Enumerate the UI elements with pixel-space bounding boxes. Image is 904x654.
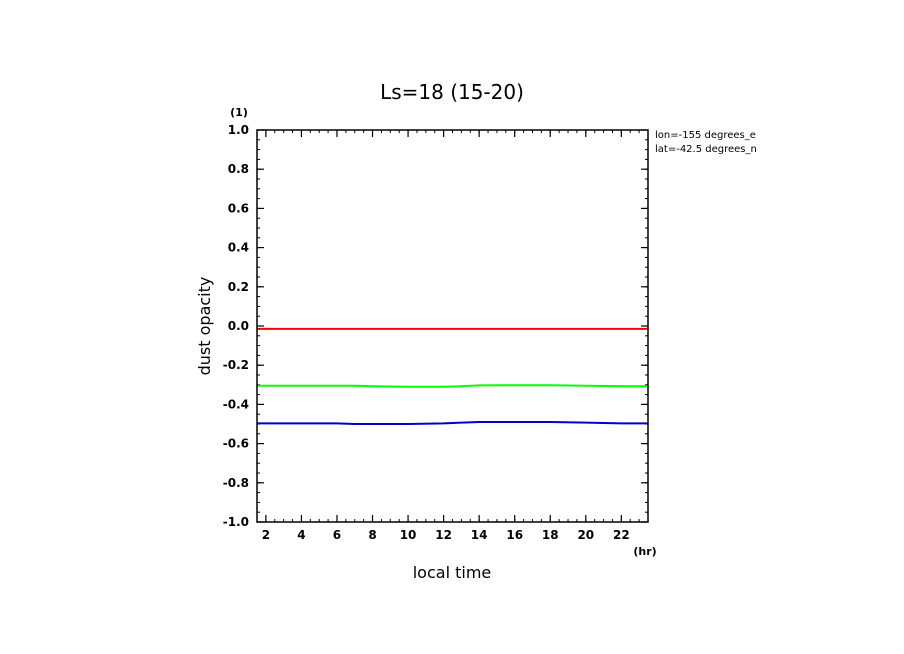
x-tick-label: 14	[471, 528, 488, 542]
y-tick-label: -0.8	[223, 476, 249, 490]
lon-annotation: lon=-155 degrees_e	[655, 130, 756, 141]
plot-frame	[256, 129, 649, 523]
y-unit-label: (1)	[230, 106, 248, 119]
x-unit-label: (hr)	[633, 545, 656, 558]
x-tick-label: 12	[435, 528, 452, 542]
x-tick-label: 8	[368, 528, 376, 542]
x-tick-label: 6	[333, 528, 341, 542]
y-tick-label: -0.4	[223, 397, 249, 411]
x-tick-label: 20	[577, 528, 594, 542]
y-tick-label: 1.0	[228, 123, 249, 137]
x-tick-label: 2	[262, 528, 270, 542]
x-tick-label: 4	[297, 528, 305, 542]
y-tick-label: -0.6	[223, 437, 249, 451]
y-axis-label: dust opacity	[195, 277, 214, 376]
y-tick-label: -1.0	[223, 515, 249, 529]
series-line-2	[257, 384, 648, 388]
x-axis-label: local time	[413, 563, 492, 582]
y-tick-label: 0.4	[228, 241, 249, 255]
x-tick-label: 22	[613, 528, 630, 542]
chart-title: Ls=18 (15-20)	[380, 80, 524, 104]
y-tick-label: 0.2	[228, 280, 249, 294]
x-tick-label: 10	[400, 528, 417, 542]
series-line-3	[257, 421, 648, 425]
x-tick-label: 16	[506, 528, 523, 542]
lat-annotation: lat=-42.5 degrees_n	[655, 144, 757, 155]
y-tick-label: 0.0	[228, 319, 249, 333]
y-tick-label: 0.8	[228, 162, 249, 176]
y-tick-label: -0.2	[223, 358, 249, 372]
x-tick-label: 18	[542, 528, 559, 542]
y-tick-label: 0.6	[228, 201, 249, 215]
